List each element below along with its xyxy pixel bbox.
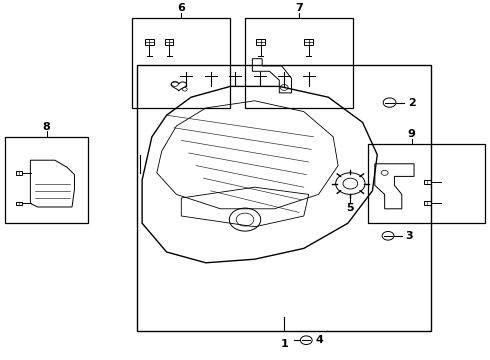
Bar [368,144,485,223]
Bar [137,65,431,331]
Text: 1: 1 [280,339,288,349]
Bar [424,180,431,184]
Text: 5: 5 [346,203,354,213]
Bar [5,137,88,223]
Text: 3: 3 [406,231,414,241]
Bar [16,202,22,205]
Text: 4: 4 [315,335,323,345]
Text: 6: 6 [177,3,185,13]
Bar [245,18,353,108]
Bar [256,39,265,45]
Bar [16,171,22,175]
Bar [132,18,230,108]
Text: 8: 8 [43,122,50,132]
Text: 7: 7 [295,3,303,13]
Bar [304,39,313,45]
Text: 9: 9 [408,129,416,139]
Text: 2: 2 [408,98,416,108]
Bar [145,39,154,45]
Bar [424,201,431,205]
Bar [165,39,173,45]
